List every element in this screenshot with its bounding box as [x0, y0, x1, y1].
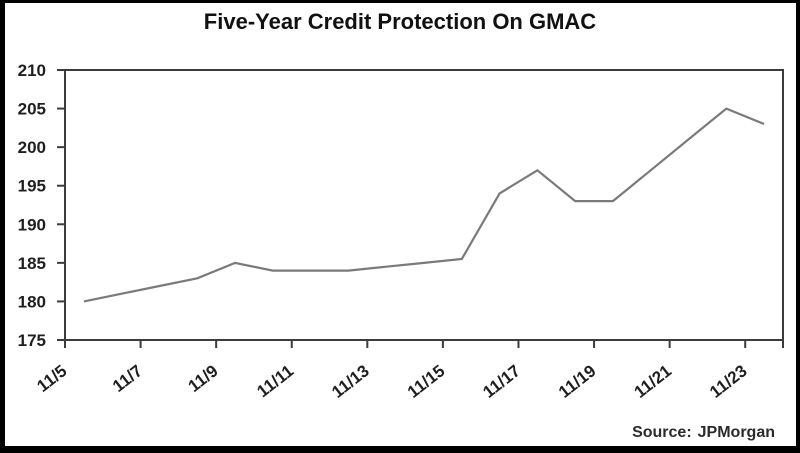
- chart-title: Five-Year Credit Protection On GMAC: [203, 9, 597, 34]
- x-tick-label: 11/5: [33, 361, 70, 396]
- x-tick-label: 11/15: [404, 361, 448, 402]
- data-series-line: [83, 107, 765, 303]
- x-tick-label: 11/21: [631, 361, 675, 402]
- y-tick-label: 190: [18, 215, 46, 234]
- y-tick-label: 185: [18, 254, 46, 273]
- x-tick-label: 11/19: [555, 361, 599, 402]
- x-tick-label: 11/11: [253, 361, 297, 401]
- y-tick-label: 205: [18, 100, 46, 119]
- x-tick-label: 11/9: [185, 361, 222, 396]
- source-attribution: Source: JPMorgan: [632, 424, 775, 442]
- y-tick-label: 195: [18, 177, 46, 196]
- source-label: Source:: [632, 424, 692, 441]
- y-tick-label: 210: [18, 61, 46, 80]
- source-name: JPMorgan: [697, 424, 775, 441]
- x-tick-label: 11/17: [479, 361, 523, 402]
- x-tick-label: 11/13: [328, 361, 372, 402]
- y-tick-label: 200: [18, 138, 46, 157]
- y-tick-label: 175: [18, 331, 46, 350]
- y-tick-label: 180: [18, 292, 46, 311]
- x-tick-label: 11/23: [706, 361, 750, 402]
- plot-box: [64, 69, 784, 341]
- x-tick-label: 11/7: [109, 361, 146, 396]
